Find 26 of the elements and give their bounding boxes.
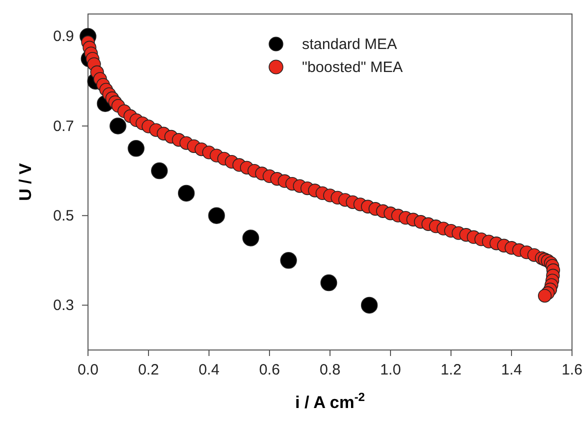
x-tick-label: 1.0 (380, 362, 401, 379)
legend-label: standard MEA (302, 36, 398, 53)
point (128, 140, 144, 157)
x-tick-label: 1.6 (562, 362, 582, 379)
y-axis-title: U / V (16, 162, 35, 201)
x-tick-label: 0.2 (138, 362, 159, 379)
y-tick-label: 0.7 (53, 118, 74, 135)
point (242, 230, 260, 246)
x-tick-label: 0.4 (198, 362, 220, 379)
legend-label: "boosted" MEA (302, 59, 403, 76)
point (208, 207, 225, 224)
y-tick-label: 0.3 (53, 297, 74, 314)
x-tick-label: 1.4 (501, 362, 522, 379)
point (110, 118, 126, 134)
x-tick-label: 1.2 (440, 362, 462, 379)
point (360, 296, 378, 314)
x-axis-title: i / A cm$^{-2}$ (295, 390, 366, 412)
x-tick-label: 0.6 (259, 362, 280, 379)
point (280, 252, 297, 269)
point (151, 162, 168, 180)
y-tick-label: 0.5 (53, 207, 74, 224)
y-tick-label: 0.9 (53, 28, 74, 46)
x-tick-label: 0.8 (320, 362, 340, 379)
x-tick-label: 0.0 (78, 362, 98, 379)
point (320, 274, 338, 292)
point (178, 184, 195, 202)
